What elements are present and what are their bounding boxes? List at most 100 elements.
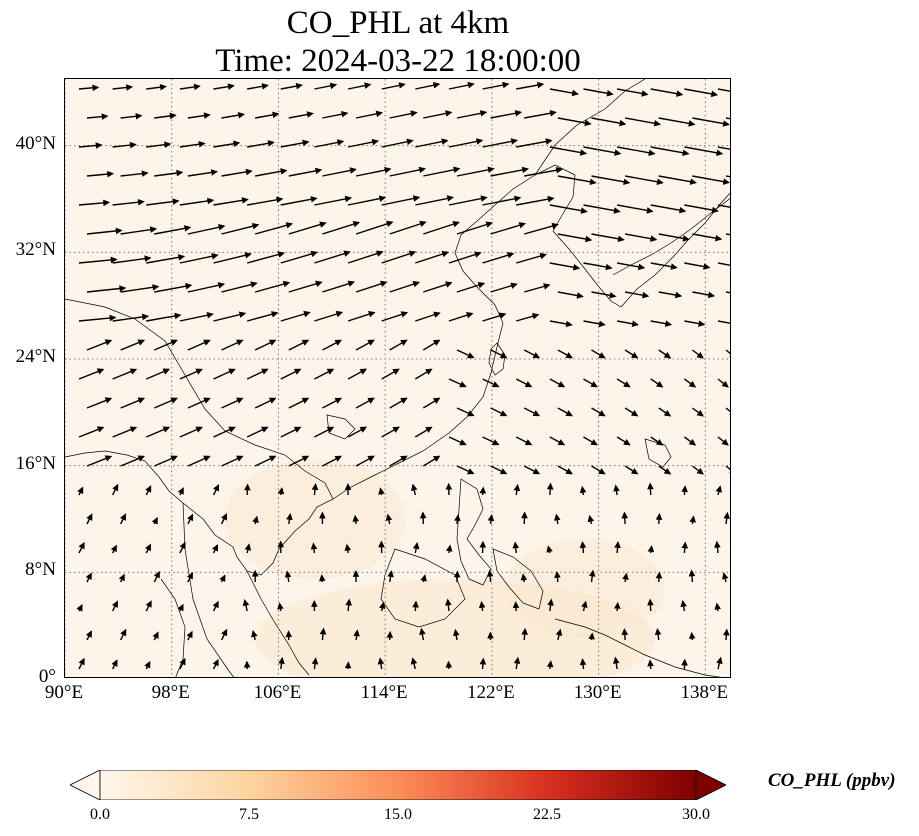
wind-vector-head <box>617 235 625 243</box>
wind-vector-head <box>714 234 723 242</box>
wind-vector-head <box>412 280 421 288</box>
wind-vector-head <box>406 138 414 146</box>
wind-vector <box>557 117 591 125</box>
colorbar <box>70 770 726 800</box>
wind-vector-head <box>614 601 621 609</box>
wind-vector-head <box>261 368 269 375</box>
map-panel <box>64 78 731 678</box>
lat-tick-label-3: 24°N <box>15 346 56 367</box>
wind-vector-head <box>137 397 146 404</box>
wind-vector-head <box>714 540 721 548</box>
wind-vector-head <box>212 658 219 667</box>
wind-vector-head <box>319 627 327 635</box>
wind-vector-head <box>555 166 564 174</box>
wind-vector-head <box>681 658 688 666</box>
wind-vector-head <box>164 141 172 148</box>
wind-vector-head <box>238 311 247 318</box>
wind-vector-head <box>145 543 151 552</box>
wind-vector-head <box>174 312 182 320</box>
wind-vector-head <box>513 483 521 492</box>
wind-vector-head <box>367 339 375 346</box>
wind-vector-head <box>206 312 214 319</box>
wind-vector-head <box>185 282 193 290</box>
wind-vector-head <box>282 280 291 288</box>
wind-vector-head <box>293 426 302 433</box>
lon-tick-label-2: 106°E <box>253 682 302 703</box>
wind-vector <box>524 111 556 119</box>
wind-vector-head <box>137 198 145 206</box>
wind-vector-head <box>579 658 587 666</box>
wind-vector-head <box>554 570 561 579</box>
wind-vector-head <box>714 602 721 610</box>
wind-vector-head <box>410 110 418 117</box>
wind-vector-head <box>579 485 587 494</box>
wind-vector-head <box>419 627 426 635</box>
wind-vector-head <box>345 598 352 606</box>
wind-vector-head <box>696 467 704 475</box>
colorbar-body <box>99 770 697 800</box>
wind-vector-head <box>213 483 220 492</box>
wind-vector <box>725 465 730 471</box>
lon-tick-label-3: 114°E <box>360 682 408 703</box>
wind-vector <box>280 251 317 264</box>
lon-tick-label-5: 130°E <box>573 682 622 703</box>
wind-vector-head <box>614 149 622 156</box>
wind-vector-head <box>141 170 149 177</box>
wind-vector-head <box>445 660 453 668</box>
wind-vector-head <box>176 169 184 177</box>
wind-vector-head <box>162 426 171 433</box>
wind-vector-head <box>557 439 566 446</box>
wind-vector-head <box>184 225 192 232</box>
wind-vector-head <box>301 339 310 346</box>
wind-vector-head <box>420 574 427 582</box>
wind-vector <box>254 282 289 293</box>
wind-vector-head <box>280 168 288 175</box>
wind-vector-head <box>335 310 344 318</box>
wind-vector-head <box>682 149 690 157</box>
wind-vector-head <box>546 660 554 668</box>
wind-vector <box>557 233 591 241</box>
wind-vector-head <box>153 570 160 579</box>
wind-vector-head <box>344 195 353 203</box>
lon-tick-label-4: 122°E <box>467 682 515 703</box>
wind-vector-head <box>210 169 219 176</box>
wind-vector-head <box>359 426 368 433</box>
wind-vector <box>684 146 722 155</box>
wind-vector-head <box>135 113 143 120</box>
lon-tick-label-6: 138°E <box>680 682 729 703</box>
wind-vector-head <box>267 140 275 147</box>
wind-vector <box>624 117 660 125</box>
wind-vector-head <box>384 166 392 174</box>
wind-vector-head <box>579 541 587 549</box>
wind-vector-head <box>532 468 541 475</box>
wind-vector-head <box>412 195 421 202</box>
wind-vector-head <box>203 455 211 462</box>
wind-vector-head <box>301 397 310 404</box>
wind-vector-head <box>177 603 184 612</box>
wind-vector-head <box>711 206 719 214</box>
wind-vector-head <box>377 657 385 665</box>
wind-vector-head <box>115 227 123 235</box>
colorbar-tick-label-3: 22.5 <box>533 806 561 823</box>
wind-vector-head <box>268 397 277 404</box>
wind-vector <box>86 229 122 235</box>
colorbar-tick-label-2: 15.0 <box>384 806 412 823</box>
wind-vector-head <box>606 90 614 97</box>
wind-vector-head <box>647 598 654 606</box>
wind-vector-head <box>688 631 696 639</box>
wind-vector-head <box>152 284 160 291</box>
wind-vector-head <box>412 600 419 608</box>
wind-vector-head <box>207 197 215 205</box>
wind-vector-head <box>545 138 553 145</box>
wind-vector-head <box>314 167 323 175</box>
wind-vector-head <box>392 368 400 375</box>
wind-vector-head <box>622 572 629 580</box>
wind-vector-head <box>311 599 318 607</box>
wind-vector-head <box>285 222 294 229</box>
wind-vector-head <box>479 540 487 548</box>
wind-vector-head <box>244 483 251 491</box>
wind-vector-head <box>565 410 573 417</box>
wind-vector-head <box>219 574 226 582</box>
wind-vector-head <box>446 195 455 202</box>
wind-vector-head <box>655 381 664 388</box>
